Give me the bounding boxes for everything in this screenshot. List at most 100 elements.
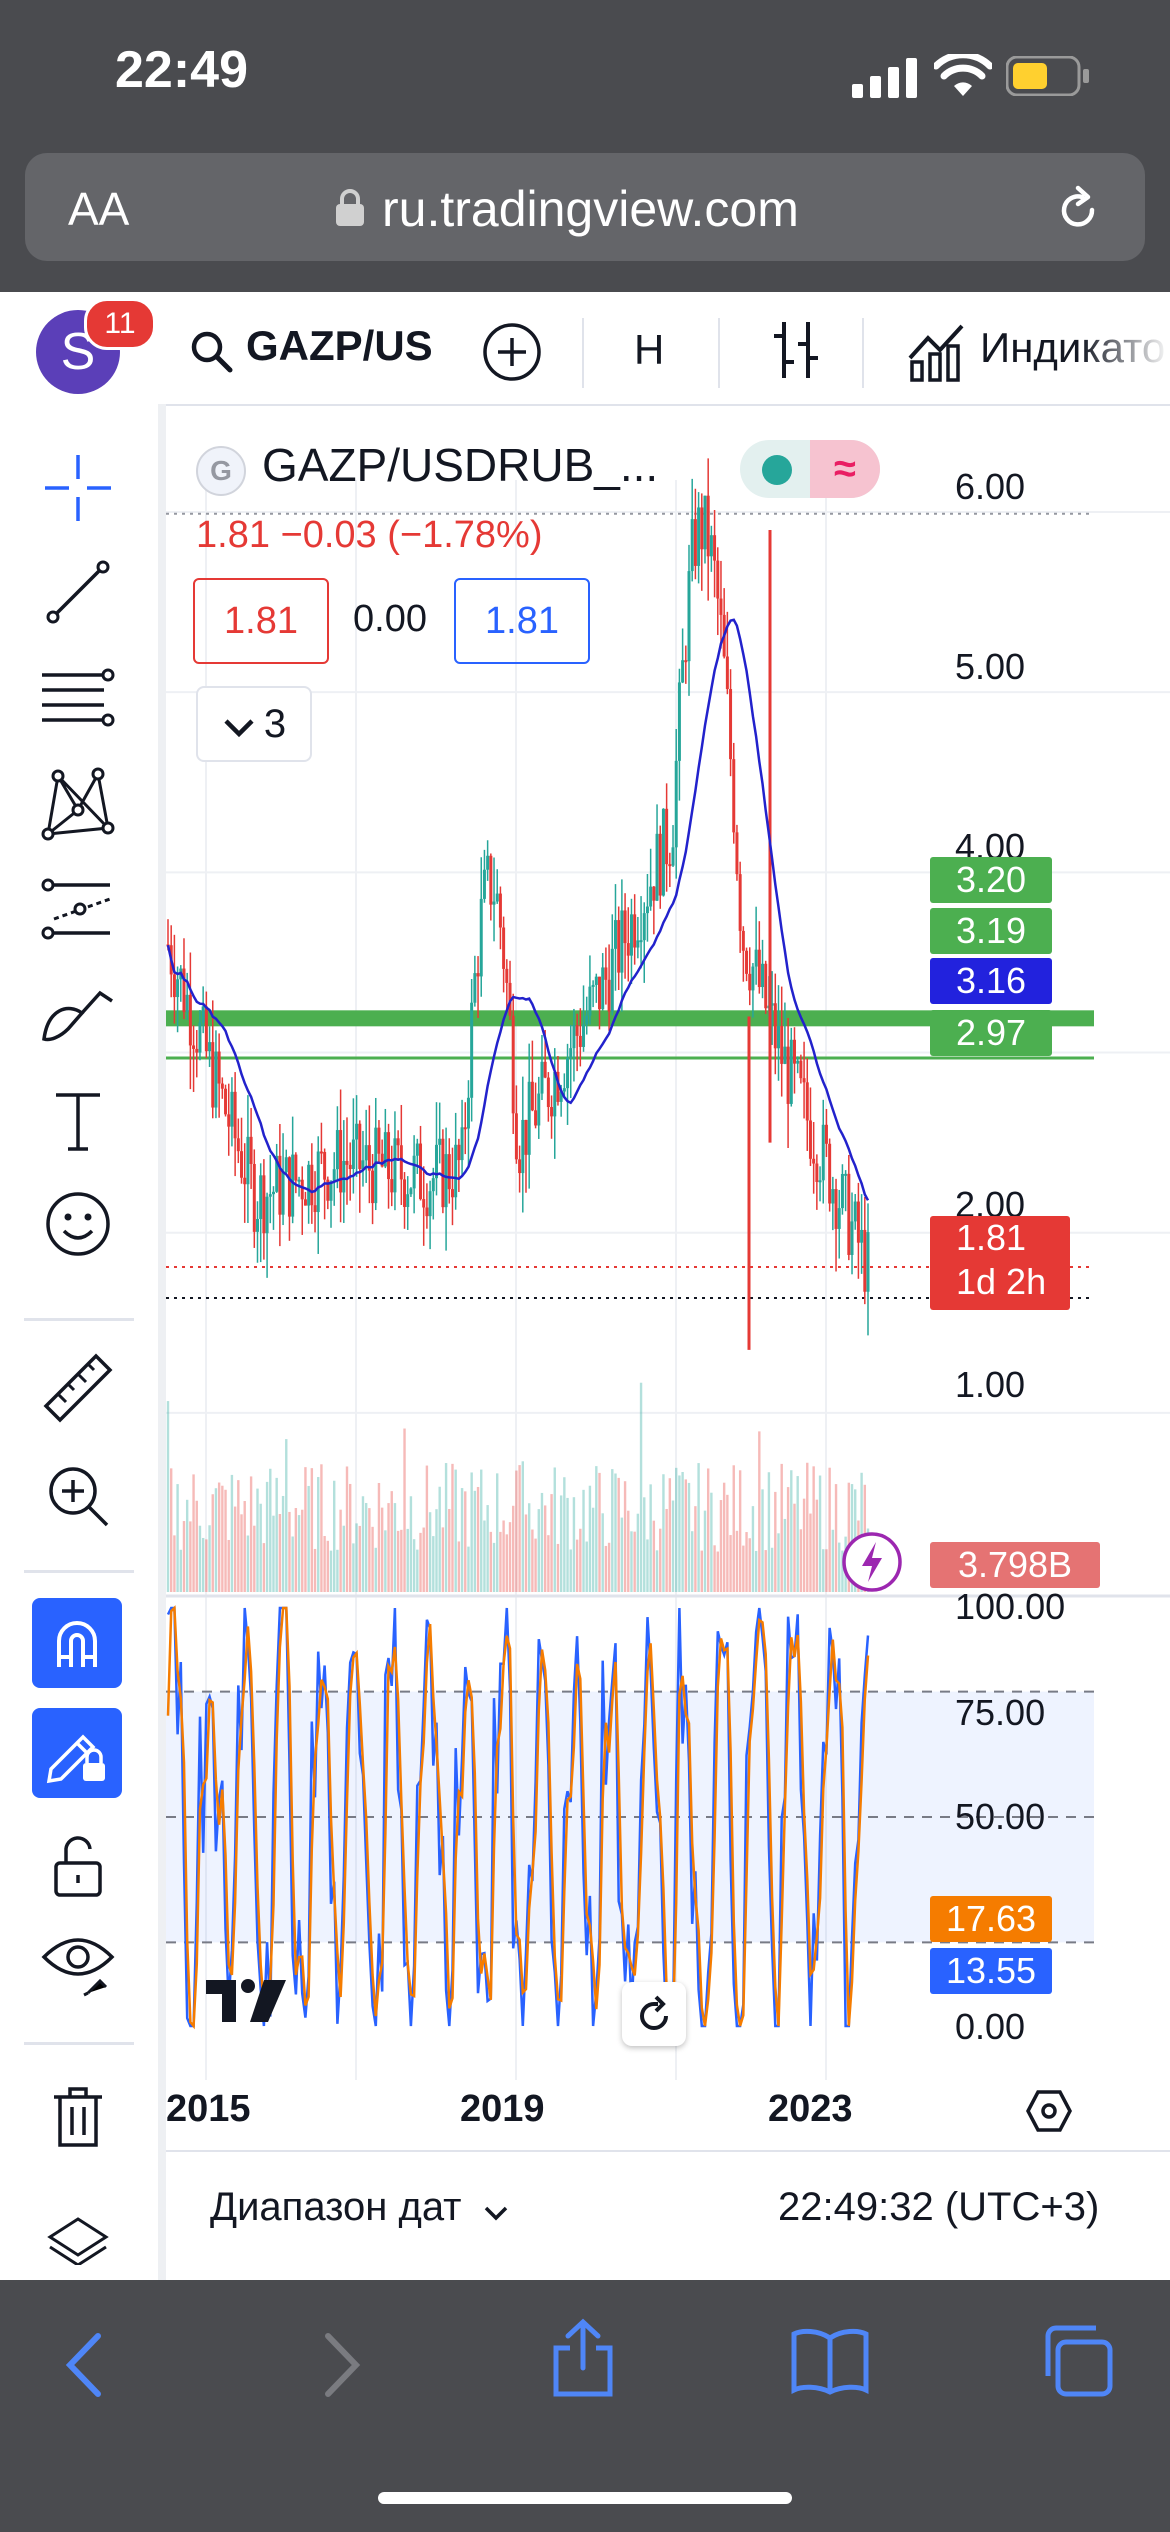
- status-time: 22:49: [115, 41, 248, 99]
- text-tool[interactable]: [30, 1072, 126, 1168]
- volume-bar: [173, 1535, 176, 1592]
- candle-body: [265, 1196, 269, 1234]
- candle-body: [195, 1048, 199, 1053]
- candle-body: [313, 1205, 317, 1213]
- candle-body: [735, 832, 739, 875]
- zoom-tool[interactable]: [30, 1448, 126, 1544]
- candle-body: [332, 1169, 336, 1182]
- lightning-icon[interactable]: [840, 1530, 904, 1599]
- ruler-tool[interactable]: [30, 1340, 126, 1436]
- reload-icon[interactable]: [1052, 184, 1104, 241]
- candle-body: [505, 968, 509, 983]
- volume-bar: [556, 1543, 560, 1592]
- candle-body: [572, 1025, 576, 1049]
- volume-bar: [796, 1476, 799, 1592]
- data-problem-icon[interactable]: ≈: [810, 440, 880, 498]
- axis-settings-button[interactable]: [1026, 2088, 1072, 2139]
- signal-icon: [852, 58, 918, 103]
- pattern-tool[interactable]: [30, 756, 126, 852]
- legend-symbol-name[interactable]: GAZP/USDRUB_...: [262, 439, 659, 491]
- volume-bar: [748, 1538, 751, 1592]
- fib-tool[interactable]: [30, 650, 126, 746]
- volume-bar: [786, 1487, 790, 1592]
- candle-body: [393, 1138, 397, 1193]
- candle-body: [847, 1173, 851, 1255]
- candle-body: [840, 1173, 844, 1209]
- volume-bar: [671, 1500, 675, 1592]
- candle-body: [495, 893, 499, 902]
- unlock-tool[interactable]: [30, 1818, 126, 1914]
- candle-body: [281, 1172, 285, 1215]
- candle-body: [323, 1151, 327, 1180]
- volume-bar: [333, 1480, 336, 1592]
- volume-bar: [422, 1527, 425, 1592]
- candle-body: [665, 808, 669, 865]
- volume-bar: [320, 1464, 323, 1592]
- magnet-icon: [57, 1621, 97, 1667]
- last-price-label: 1.81 1d 2h: [930, 1216, 1070, 1310]
- candle-body: [246, 1136, 250, 1185]
- chevron-down-icon: [222, 690, 256, 762]
- volume-bar: [179, 1549, 182, 1592]
- back-button[interactable]: [60, 2330, 110, 2405]
- volume-bar: [409, 1496, 413, 1592]
- candle-body: [649, 886, 653, 907]
- volume-bar: [649, 1484, 652, 1592]
- magnet-toggle[interactable]: [32, 1598, 122, 1688]
- crosshair-tool[interactable]: [30, 440, 126, 536]
- sell-price-button[interactable]: 1.81: [193, 578, 329, 664]
- volume-bar: [652, 1520, 656, 1592]
- candle-body: [543, 1061, 547, 1078]
- text-size-button[interactable]: AA: [68, 183, 130, 235]
- candle-body: [374, 1127, 378, 1204]
- share-button[interactable]: [548, 2318, 618, 2403]
- address-bar[interactable]: [25, 153, 1145, 261]
- chart-type-button[interactable]: [768, 318, 824, 387]
- volume-bar: [358, 1525, 361, 1592]
- brush-tool[interactable]: [30, 966, 126, 1062]
- candle-body: [550, 1107, 554, 1117]
- volume-bar: [380, 1507, 384, 1592]
- volume-bar: [361, 1496, 365, 1592]
- visibility-tool[interactable]: [30, 1914, 126, 2010]
- forward-button[interactable]: [316, 2330, 366, 2405]
- tradingview-logo[interactable]: [206, 1976, 296, 2031]
- interval-button[interactable]: H: [634, 326, 665, 373]
- lock-drawings-toggle[interactable]: [32, 1708, 122, 1798]
- date-range-button[interactable]: Диапазон дат: [210, 2185, 509, 2232]
- buy-price-button[interactable]: 1.81: [454, 578, 590, 664]
- stoch-tick: 0.00: [955, 2006, 1026, 2047]
- volume-bar: [425, 1465, 429, 1592]
- volume-bar: [607, 1542, 611, 1592]
- prediction-tool[interactable]: [30, 862, 126, 958]
- candle-body: [792, 1039, 796, 1064]
- volume-bar: [265, 1481, 269, 1592]
- compare-symbol-button[interactable]: [480, 320, 544, 389]
- volume-bar: [751, 1506, 755, 1592]
- timezone-clock[interactable]: 22:49:32 (UTC+3): [778, 2185, 1100, 2229]
- url-text[interactable]: ru.tradingview.com: [382, 181, 799, 237]
- symbol-search-button[interactable]: GAZP/US: [246, 322, 433, 369]
- toolbar-separator: [24, 1318, 134, 1321]
- emoji-tool[interactable]: [30, 1176, 126, 1272]
- bookmarks-button[interactable]: [790, 2326, 870, 2401]
- volume-bar: [834, 1484, 838, 1592]
- candle-body: [230, 1091, 234, 1127]
- candle-body: [310, 1164, 314, 1206]
- candle-body: [713, 535, 717, 561]
- volume-bar: [553, 1467, 556, 1592]
- reset-chart-button[interactable]: [622, 1982, 686, 2046]
- volume-bar: [633, 1531, 636, 1592]
- candle-body: [473, 973, 477, 1003]
- indicators-collapse-button[interactable]: 3: [196, 686, 312, 762]
- remove-drawings-tool[interactable]: [30, 2070, 126, 2166]
- volume-bar: [288, 1511, 291, 1592]
- tabs-button[interactable]: [1040, 2322, 1116, 2403]
- object-tree-tool[interactable]: [30, 2210, 126, 2270]
- volume-bar: [822, 1549, 825, 1592]
- volume-label: 3.798B: [930, 1542, 1100, 1588]
- candle-body: [294, 1154, 298, 1181]
- candle-body: [470, 1002, 474, 1098]
- trend-line-tool[interactable]: [30, 544, 126, 640]
- search-icon: [188, 328, 234, 379]
